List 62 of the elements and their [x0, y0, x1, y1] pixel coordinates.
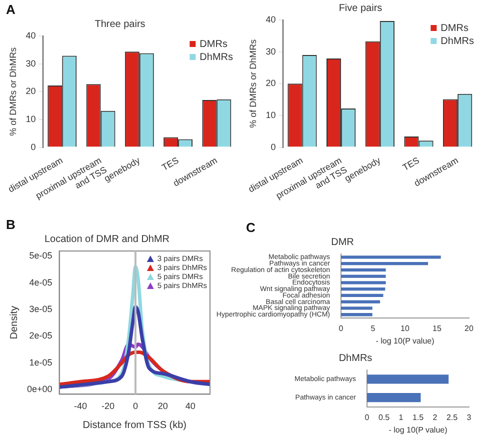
- y-tick-label: 40: [26, 30, 36, 40]
- y-tick-label: 30: [26, 58, 36, 68]
- y-axis-title: % of DMRs or DhMRs: [248, 38, 258, 128]
- x-tick-label: 15: [432, 324, 442, 333]
- x-tick-label: 10: [400, 324, 410, 333]
- y-tick-label: 10: [26, 114, 36, 124]
- bar: [341, 294, 384, 298]
- bar: [341, 313, 372, 316]
- legend-label: DhMRs: [440, 36, 474, 47]
- bar: [341, 268, 386, 272]
- x-tick-label: -40: [74, 401, 88, 412]
- chart-title: Five pairs: [338, 2, 382, 14]
- x-tick-label: 3: [466, 412, 472, 422]
- x-tick-label: 2.5: [446, 412, 458, 422]
- y-tick-label: 5e-05: [29, 250, 52, 261]
- legend-label: DMRs: [200, 38, 228, 50]
- y-tick-label: 2e-05: [29, 330, 52, 341]
- y-tick-label: 40: [266, 14, 276, 24]
- bar: [341, 306, 372, 310]
- chart-title: DMR: [331, 236, 354, 248]
- y-tick-label: 20: [26, 86, 36, 96]
- x-tick-label: 5: [370, 324, 376, 333]
- x-axis-title: - log 10(P value): [376, 336, 435, 346]
- bar: [341, 288, 386, 291]
- bar: [341, 256, 441, 259]
- x-tick-label: 2: [432, 412, 438, 422]
- y-tick-label: 3e-05: [29, 304, 52, 314]
- x-axis-title: - log 10(P value): [388, 425, 448, 434]
- y-tick-label: 10: [266, 110, 276, 120]
- legend-label: DhMRs: [200, 52, 234, 63]
- chart-title: Location of DMR and DhMR: [44, 234, 170, 245]
- chart-title: Three pairs: [94, 18, 146, 30]
- text: A: [6, 2, 16, 18]
- bar: [341, 300, 380, 304]
- legend-label: DMRs: [440, 22, 468, 34]
- x-tick-label: 20: [158, 401, 168, 412]
- bar: [341, 281, 386, 284]
- y-tick-label: 4e-05: [29, 277, 52, 288]
- x-tick-label: 0: [364, 412, 370, 422]
- x-tick-label: 0: [132, 401, 138, 412]
- bar: [341, 262, 428, 266]
- bar: [341, 274, 386, 278]
- line-series: [59, 305, 210, 389]
- y-tick-label: 0: [30, 142, 36, 152]
- y-tick-label: 0e+00: [26, 384, 52, 394]
- x-axis-title: Distance from TSS (kb): [82, 420, 187, 431]
- y-axis-title: Density: [8, 306, 20, 340]
- y-tick-label: 30: [266, 46, 276, 56]
- y-tick-label: 20: [266, 78, 276, 88]
- text: B: [6, 217, 16, 232]
- x-tick-label: 20: [464, 324, 474, 333]
- x-tick-label: 0: [338, 324, 344, 333]
- text: C: [246, 220, 256, 236]
- chart-title: DhMRs: [338, 352, 372, 364]
- y-axis-title: % of DMRs or DhMRs: [8, 46, 18, 136]
- x-tick-label: 0.5: [378, 412, 390, 422]
- x-tick-label: -20: [102, 401, 115, 412]
- y-tick-label: 1e-05: [29, 357, 52, 368]
- y-tick-label: 0: [270, 142, 276, 152]
- x-tick-label: 1.5: [412, 412, 424, 422]
- x-tick-label: 40: [185, 401, 196, 412]
- x-tick-label: 1: [398, 412, 404, 422]
